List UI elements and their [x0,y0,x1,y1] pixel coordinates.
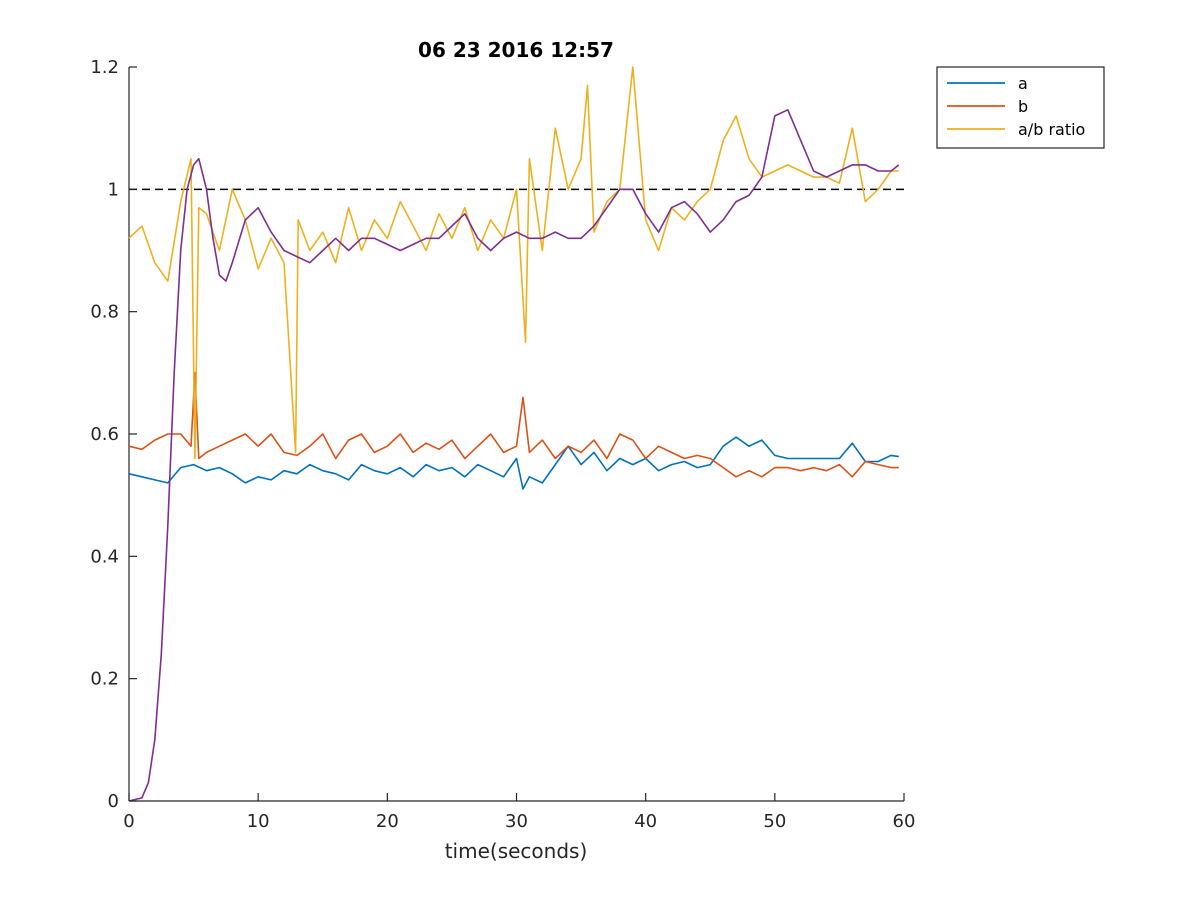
x-tick-label: 0 [123,811,134,832]
x-axis-label: time(seconds) [445,839,588,863]
x-tick-label: 60 [893,811,916,832]
x-tick-label: 30 [505,811,528,832]
series-line-3 [128,109,900,802]
y-tick-label: 0.4 [90,546,119,567]
y-tick-label: 0.6 [90,424,119,445]
x-tick-label: 20 [376,811,399,832]
series-line-1 [128,371,899,478]
legend-label: b [1018,97,1028,116]
x-tick-label: 50 [763,811,786,832]
legend-label: a/b ratio [1018,120,1085,139]
y-tick-label: 0.8 [90,302,119,323]
series-layer [128,66,900,802]
y-tick-label: 1 [108,179,119,200]
series-line-0 [128,436,899,490]
x-tick-label: 40 [634,811,657,832]
y-tick-label: 0.2 [90,669,119,690]
ticks-group: 0 10 20 30 40 50 60 0 0.2 0.4 0.6 0.8 1 1.2 [90,57,915,832]
legend: ab a/b ratio [936,66,1105,149]
legend-label: a [1018,74,1028,93]
y-tick-label: 0 [108,791,119,812]
chart-title: 06 23 2016 12:57 [418,38,614,62]
legend-box [936,66,1105,149]
y-tick-label: 1.2 [90,57,119,78]
series-line-2 [128,66,899,460]
x-tick-label: 10 [247,811,270,832]
